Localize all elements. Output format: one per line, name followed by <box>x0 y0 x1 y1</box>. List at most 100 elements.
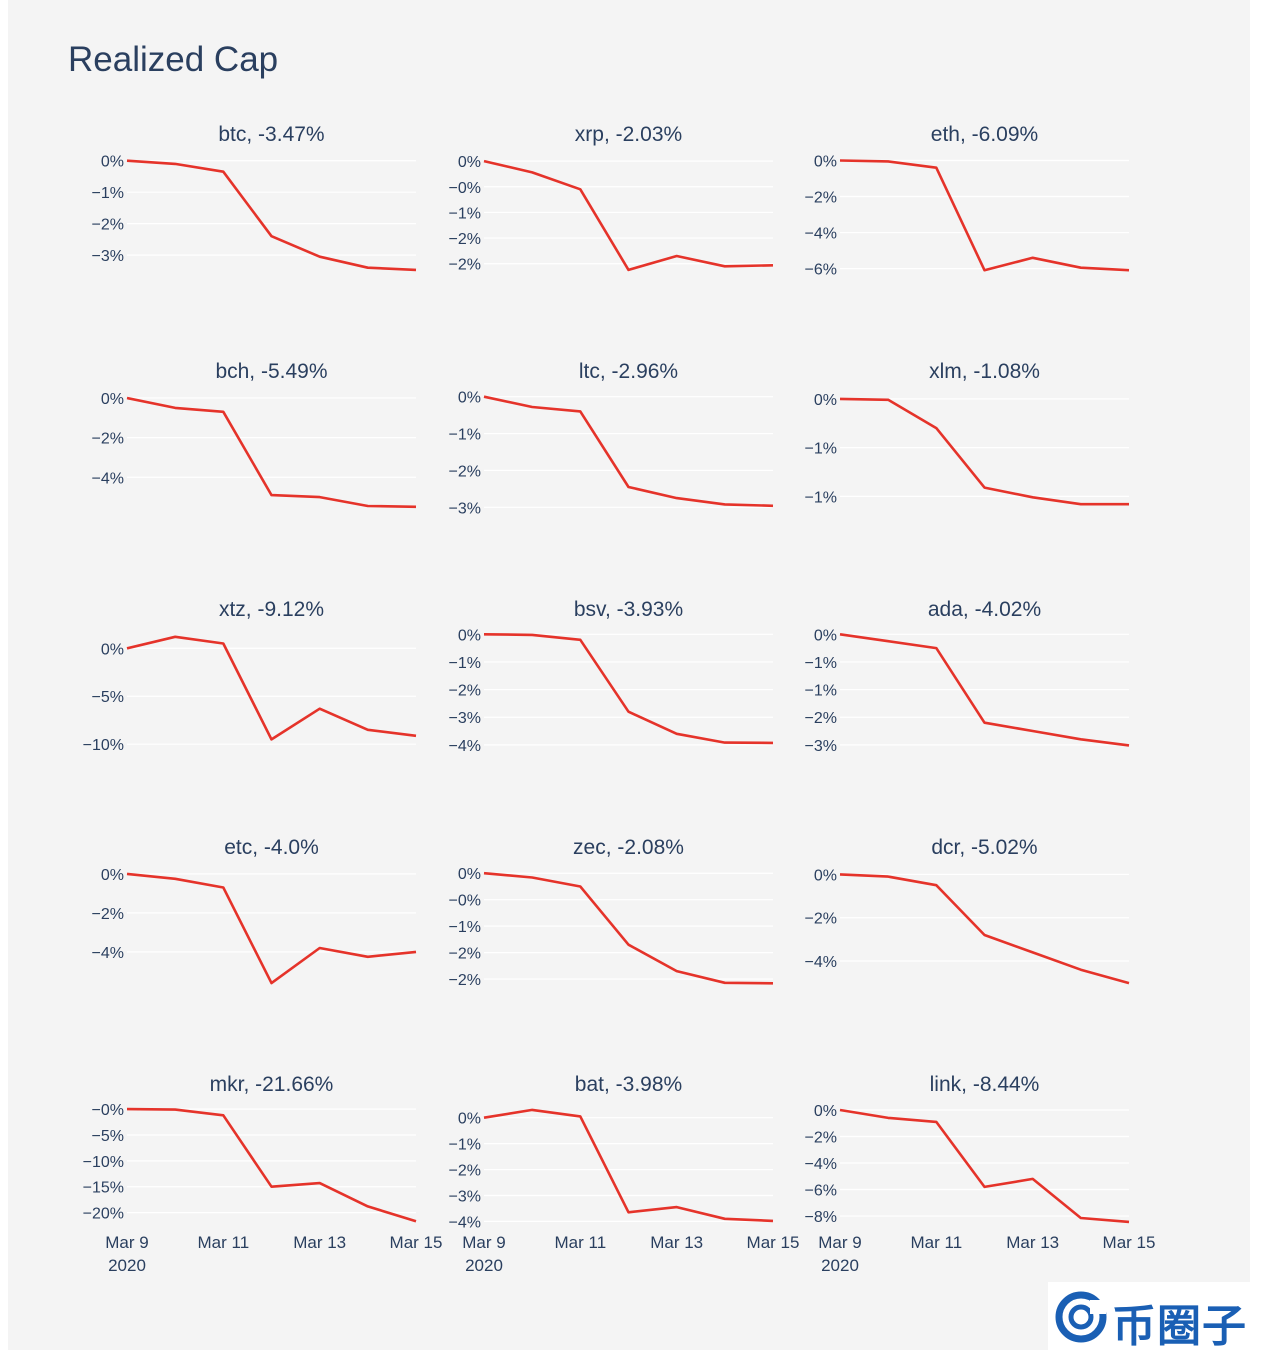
series-line <box>839 873 1130 985</box>
y-tick-label: 0% <box>458 1111 481 1128</box>
series-line <box>839 633 1130 747</box>
subplot-title: eth, -6.09% <box>931 123 1038 146</box>
y-tick-label: 0% <box>101 391 124 408</box>
subplot-title: zec, -2.08% <box>573 836 684 859</box>
y-tick-label: 0% <box>458 390 481 407</box>
subplot: bsv, -3.93% 0% −1% −2% −3% −4% <box>449 598 774 755</box>
y-tick-label: −2% <box>449 257 481 274</box>
y-tick-label: −3% <box>92 248 124 265</box>
y-tick-label: −20% <box>83 1206 124 1223</box>
subplot-title: etc, -4.0% <box>224 836 319 859</box>
series-line <box>839 397 1129 506</box>
subplot-title: xtz, -9.12% <box>219 598 324 621</box>
x-tick-label: Mar 15 <box>390 1233 443 1252</box>
subplot-title: bch, -5.49% <box>215 360 327 383</box>
y-tick-label: −1% <box>805 441 837 458</box>
y-tick-label: −1% <box>449 427 481 444</box>
y-tick-label: −3% <box>449 500 481 517</box>
subplot: eth, -6.09% 0% −2% −4% −6% <box>805 123 1130 279</box>
y-tick-label: 0% <box>101 154 124 171</box>
y-tick-label: −3% <box>805 738 837 755</box>
y-tick-label: 0% <box>814 867 837 884</box>
series-line <box>483 1108 774 1223</box>
y-tick-label: −2% <box>92 217 124 234</box>
series-line <box>483 395 774 508</box>
y-tick-label: −1% <box>805 489 837 506</box>
y-tick-label: 0% <box>814 1103 837 1120</box>
subplot: link, -8.44% 0% −2% −4% −6% −8% Mar 9 Mar 11 Mar… <box>805 1073 1156 1275</box>
y-tick-label: −2% <box>92 906 124 923</box>
subplot: dcr, -5.02% 0% −2% −4% <box>805 836 1130 985</box>
x-tick-label: Mar 9 <box>462 1233 505 1252</box>
watermark-text: 币圈子 <box>1112 1301 1247 1352</box>
x-tick-label: Mar 11 <box>911 1233 963 1252</box>
subplot: etc, -4.0% 0% −2% −4% <box>92 836 417 985</box>
y-tick-label: −4% <box>805 226 837 243</box>
y-tick-label: −1% <box>449 205 481 222</box>
y-tick-label: −2% <box>805 710 837 727</box>
y-tick-label: −4% <box>449 1214 481 1231</box>
y-tick-label: −2% <box>449 683 481 700</box>
y-tick-label: −6% <box>805 1183 837 1200</box>
series-line <box>839 159 1130 272</box>
y-tick-label: 0% <box>458 154 481 171</box>
x-year-label: 2020 <box>108 1256 146 1275</box>
x-tick-label: Mar 13 <box>1006 1233 1059 1252</box>
subplot: bch, -5.49% 0% −2% −4% <box>92 360 417 509</box>
subplot: xtz, -9.12% 0% −5% −10% <box>83 598 417 754</box>
y-tick-label: −2% <box>92 431 124 448</box>
y-tick-label: 0% <box>458 866 481 883</box>
series-line <box>126 635 417 741</box>
y-tick-label: −4% <box>92 945 124 962</box>
series-line <box>126 1107 417 1223</box>
x-tick-label: Mar 9 <box>105 1233 148 1252</box>
subplot: zec, -2.08% 0% −0% −1% −2% −2% <box>449 836 774 989</box>
subplot: ltc, -2.96% 0% −1% −2% −3% <box>449 360 774 517</box>
subplot-title: mkr, -21.66% <box>210 1073 334 1096</box>
subplot: ada, -4.02% 0% −1% −1% −2% −3% <box>805 598 1130 755</box>
y-tick-label: 0% <box>814 627 837 644</box>
y-tick-label: −4% <box>805 1156 837 1173</box>
y-tick-label: −4% <box>449 738 481 755</box>
y-tick-label: −10% <box>83 1154 124 1171</box>
subplot-title: bsv, -3.93% <box>574 598 683 621</box>
subplot-title: xrp, -2.03% <box>575 123 682 146</box>
subplot-title: link, -8.44% <box>930 1073 1040 1096</box>
page-title: Realized Cap <box>68 40 279 79</box>
x-year-label: 2020 <box>821 1256 859 1275</box>
y-tick-label: −2% <box>449 972 481 989</box>
subplot-title: btc, -3.47% <box>218 123 324 146</box>
y-tick-label: −2% <box>449 946 481 963</box>
figure-panel <box>8 0 1250 1350</box>
y-tick-label: −2% <box>449 1163 481 1180</box>
watermark: 币圈子 <box>1048 1282 1262 1352</box>
subplot-title: xlm, -1.08% <box>929 360 1040 383</box>
subplot-title: bat, -3.98% <box>575 1073 682 1096</box>
x-tick-label: Mar 13 <box>293 1233 346 1252</box>
series-line <box>839 1108 1130 1224</box>
y-tick-label: −0% <box>449 893 481 910</box>
y-tick-label: −6% <box>805 262 837 279</box>
y-tick-label: −1% <box>449 1137 481 1154</box>
y-tick-label: −2% <box>805 911 837 928</box>
y-tick-label: 0% <box>814 392 837 409</box>
series-line <box>126 159 417 272</box>
y-tick-label: −2% <box>449 231 481 248</box>
y-tick-label: −4% <box>805 954 837 971</box>
subplot: mkr, -21.66% −0% −5% −10% −15% −20% Mar 9 Mar 1… <box>83 1073 443 1275</box>
y-tick-label: −10% <box>83 737 124 754</box>
y-tick-label: −5% <box>92 689 124 706</box>
x-tick-label: Mar 13 <box>650 1233 703 1252</box>
y-tick-label: −15% <box>83 1180 124 1197</box>
x-tick-label: Mar 11 <box>198 1233 250 1252</box>
y-tick-label: −0% <box>92 1102 124 1119</box>
y-tick-label: −5% <box>92 1128 124 1145</box>
y-tick-label: 0% <box>101 867 124 884</box>
subplot: bat, -3.98% 0% −1% −2% −3% −4% Mar 9 Mar 11 Mar … <box>449 1073 800 1275</box>
y-tick-label: −2% <box>805 1129 837 1146</box>
x-tick-label: Mar 15 <box>747 1233 800 1252</box>
series-line <box>126 396 417 509</box>
y-tick-label: 0% <box>814 154 837 171</box>
y-tick-label: −4% <box>92 470 124 487</box>
